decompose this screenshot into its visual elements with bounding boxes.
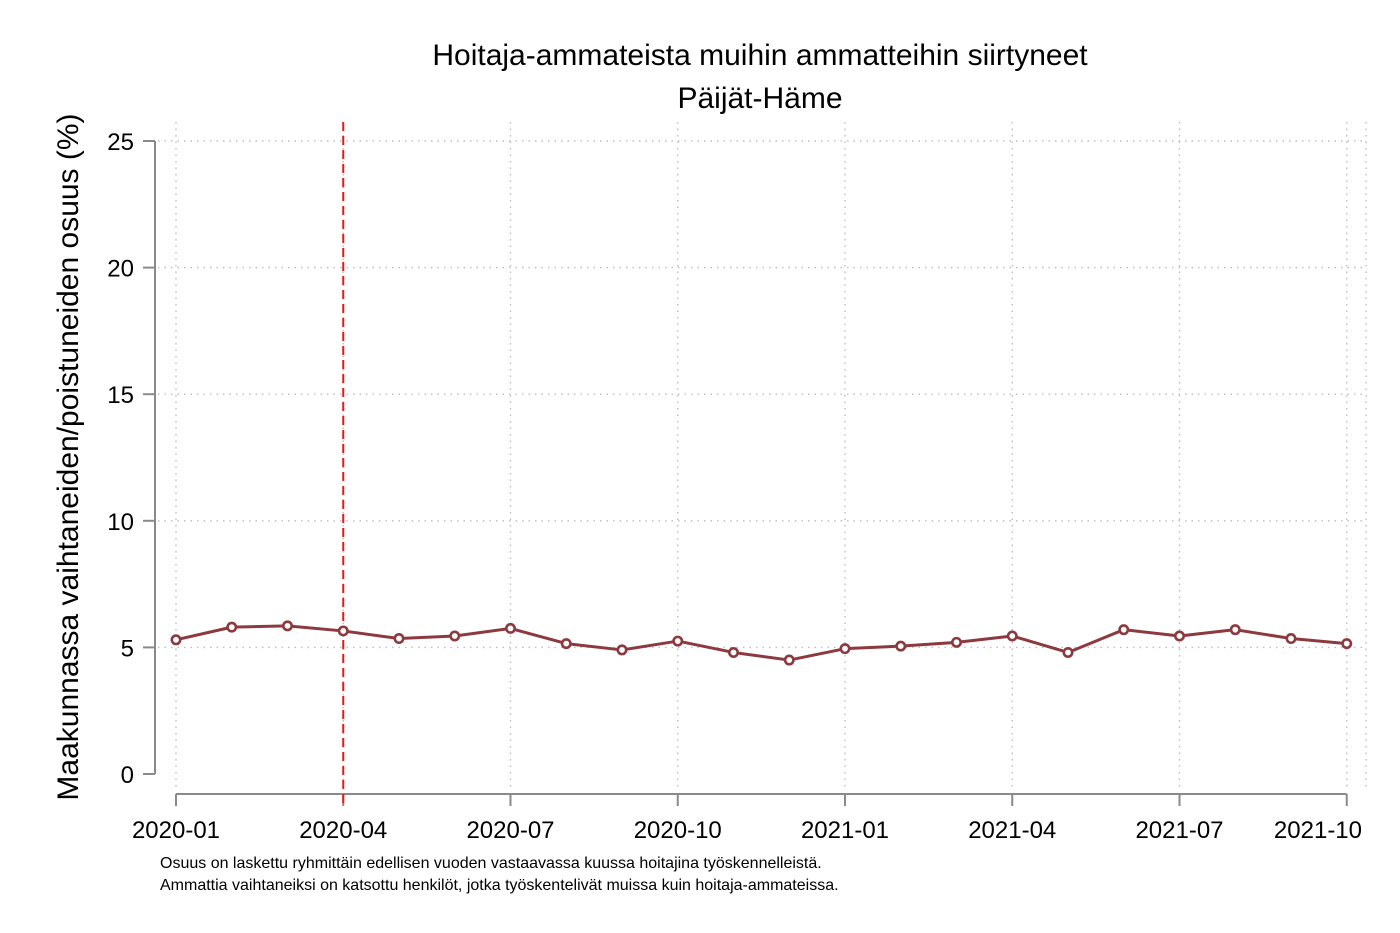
data-point [393,633,405,645]
data-point [839,643,851,655]
data-point [281,620,293,632]
data-point [226,621,238,633]
y-tick-label: 5 [121,635,134,662]
data-point [950,636,962,648]
series-line [175,624,1347,662]
data-point [449,630,461,642]
x-tick-label: 2021-01 [801,817,889,844]
y-axis-label: Maakunnassa vaihtaneiden/poistuneiden os… [52,113,85,800]
y-tick-label: 0 [121,762,134,789]
x-tick-label: 2020-01 [132,817,220,844]
x-ticks: 2020-01 2020-04 2020-07 2020-10 2021-01 2021-… [132,794,1362,844]
y-tick-label: 10 [107,509,134,536]
y-ticks: 0 5 10 15 20 25 [107,129,155,789]
chart-subtitle: Päijät-Häme [677,82,842,115]
x-tick-label: 2021-10 [1274,817,1362,844]
data-point [672,635,684,647]
x-tick-label: 2020-04 [299,817,387,844]
gridlines [158,122,1367,790]
axes [154,141,1347,795]
data-point [1285,633,1297,645]
y-tick-label: 15 [107,382,134,409]
chart-title: Hoitaja-ammateista muihin ammatteihin si… [432,39,1088,72]
x-tick-label: 2021-04 [968,817,1056,844]
data-point [616,644,628,656]
data-point [727,646,739,658]
data-point [1118,624,1130,636]
y-tick-label: 20 [107,256,134,283]
data-point [783,654,795,666]
x-tick-label: 2020-07 [466,817,554,844]
data-point [1174,630,1186,642]
data-point [1006,630,1018,642]
data-point [1229,624,1241,636]
data-point [560,638,572,650]
footnote-2: Ammattia vaihtaneiksi on katsottu henkil… [160,877,839,894]
data-point [170,634,182,646]
x-tick-label: 2020-10 [634,817,722,844]
y-tick-label: 25 [107,129,134,156]
data-point [1341,638,1353,650]
data-point [337,625,349,637]
data-point [1062,646,1074,658]
data-point [504,622,516,634]
footnote-1: Osuus on laskettu ryhmittäin edellisen v… [160,855,822,872]
x-tick-label: 2021-07 [1135,817,1223,844]
data-point [895,640,907,652]
series-group [170,620,1353,666]
